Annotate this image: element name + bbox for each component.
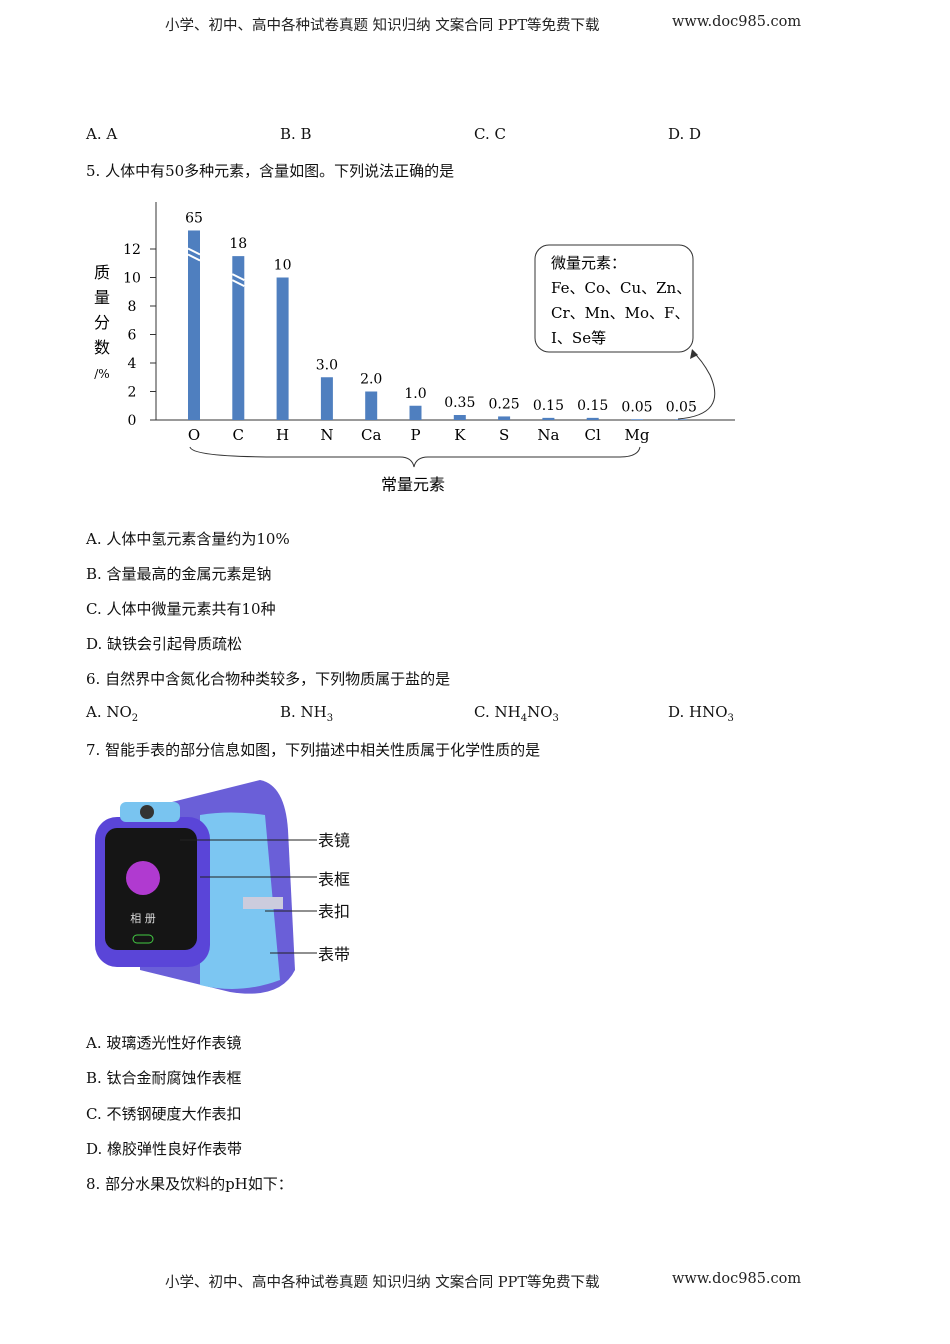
data-label: 3.0 xyxy=(316,357,338,373)
bar-Mg xyxy=(631,419,643,420)
bar-Cl xyxy=(586,417,599,420)
y-tick-label: 12 xyxy=(123,242,141,258)
callout-text: I、Se等 xyxy=(551,329,606,347)
bar-Ca xyxy=(365,391,378,420)
q4-option-c: C. C xyxy=(474,125,506,143)
q5-option-a: A. 人体中氢元素含量约为10% xyxy=(86,530,290,548)
footer-link[interactable]: www.doc985.com xyxy=(672,1271,802,1287)
watch-buckle xyxy=(243,897,283,909)
data-label: 0.25 xyxy=(489,396,520,412)
q6-option-a: A. NO2 xyxy=(86,703,139,724)
header-link[interactable]: www.doc985.com xyxy=(672,14,802,30)
y-axis-label: 量 xyxy=(94,288,110,307)
axis-break-mark xyxy=(187,247,201,262)
q5-stem: 5. 人体中有50多种元素，含量如图。下列说法正确的是 xyxy=(86,162,455,180)
label-watch-glass: 表镜 xyxy=(318,831,350,850)
q7-option-d: D. 橡胶弹性良好作表带 xyxy=(86,1140,243,1158)
x-tick-label: Na xyxy=(537,426,559,444)
x-tick-label: K xyxy=(454,426,466,444)
y-tick-label: 10 xyxy=(123,271,141,287)
data-label: 2.0 xyxy=(360,372,382,388)
watch-strap xyxy=(200,812,280,989)
screen-label: 相 册 xyxy=(130,912,156,925)
y-axis-label: 数 xyxy=(94,338,110,357)
y-axis-label: 质 xyxy=(94,263,110,282)
y-axis-label: 分 xyxy=(94,313,110,332)
q4-option-a: A. A xyxy=(86,125,118,143)
y-axis-label: /% xyxy=(94,367,109,381)
y-tick-label: 2 xyxy=(128,385,137,401)
bar-trace xyxy=(675,419,688,420)
q6-stem: 6. 自然界中含氮化合物种类较多，下列物质属于盐的是 xyxy=(86,670,451,688)
q7-option-b: B. 钛合金耐腐蚀作表框 xyxy=(86,1069,242,1087)
data-label: 1.0 xyxy=(404,386,426,402)
header-text: 小学、初中、高中各种试卷真题 知识归纳 文案合同 PPT等免费下载 xyxy=(165,18,600,34)
x-tick-label: O xyxy=(188,426,200,444)
q4-option-b: B. B xyxy=(280,125,312,143)
data-label: 0.05 xyxy=(666,399,697,415)
callout-text: Cr、Mn、Mo、F、 xyxy=(551,304,689,322)
bar-K xyxy=(453,415,466,420)
brace xyxy=(189,446,641,468)
data-label: 10 xyxy=(274,258,292,274)
q4-option-d: D. D xyxy=(668,125,702,143)
x-tick-label: P xyxy=(410,426,420,444)
bar-N xyxy=(320,377,333,420)
arrowhead-icon xyxy=(690,349,698,359)
x-tick-label: S xyxy=(499,426,509,444)
q7-option-c: C. 不锈钢硬度大作表扣 xyxy=(86,1105,242,1123)
bar-O xyxy=(188,230,200,420)
label-lines xyxy=(180,839,317,954)
x-tick-label: N xyxy=(320,426,333,444)
data-label: 65 xyxy=(185,210,203,226)
bar-P xyxy=(409,405,422,420)
x-tick-label: H xyxy=(276,426,289,444)
phone-icon xyxy=(132,934,154,944)
label-watch-frame: 表框 xyxy=(318,870,350,889)
bar-S xyxy=(498,416,511,420)
axis-break-mark xyxy=(231,273,245,288)
q6-option-c: C. NH4NO3 xyxy=(474,703,559,724)
q5-option-d: D. 缺铁会引起骨质疏松 xyxy=(86,635,243,653)
q7-option-a: A. 玻璃透光性好作表镜 xyxy=(86,1034,242,1052)
gallery-icon xyxy=(126,861,160,895)
q5-option-b: B. 含量最高的金属元素是钠 xyxy=(86,565,272,583)
q6-option-d: D. HNO3 xyxy=(668,703,734,724)
label-watch-strap: 表带 xyxy=(318,945,350,964)
data-label: 0.05 xyxy=(621,399,652,415)
y-tick-label: 6 xyxy=(128,328,137,344)
callout-arrow xyxy=(677,350,716,420)
data-label: 18 xyxy=(229,236,247,252)
label-watch-buckle: 表扣 xyxy=(318,902,350,921)
watch-camera xyxy=(140,805,154,819)
brace-label: 常量元素 xyxy=(381,475,445,494)
bar-Na xyxy=(542,417,555,420)
q8-stem: 8. 部分水果及饮料的pH如下： xyxy=(86,1175,293,1193)
x-tick-label: Ca xyxy=(361,426,381,444)
q6-option-b: B. NH3 xyxy=(280,703,334,724)
data-label: 0.15 xyxy=(577,398,608,414)
bar-C xyxy=(232,256,245,420)
callout-text: 微量元素： xyxy=(551,254,626,272)
footer-text: 小学、初中、高中各种试卷真题 知识归纳 文案合同 PPT等免费下载 xyxy=(165,1275,600,1291)
y-tick-label: 4 xyxy=(128,356,137,372)
callout-text: Fe、Co、Cu、Zn、 xyxy=(551,279,691,297)
data-label: 0.35 xyxy=(444,395,475,411)
y-tick-label: 0 xyxy=(128,413,137,429)
bar-H xyxy=(276,277,289,420)
y-tick-label: 8 xyxy=(128,299,137,315)
q5-option-c: C. 人体中微量元素共有10种 xyxy=(86,600,276,618)
data-label: 0.15 xyxy=(533,398,564,414)
smartwatch-figure: 相 册 表镜 表框 表扣 表带 xyxy=(95,780,350,994)
q7-stem: 7. 智能手表的部分信息如图，下列描述中相关性质属于化学性质的是 xyxy=(86,741,541,759)
x-tick-label: Cl xyxy=(585,426,601,444)
callout-box xyxy=(534,244,694,353)
x-tick-label: Mg xyxy=(625,426,650,444)
x-tick-label: C xyxy=(233,426,244,444)
